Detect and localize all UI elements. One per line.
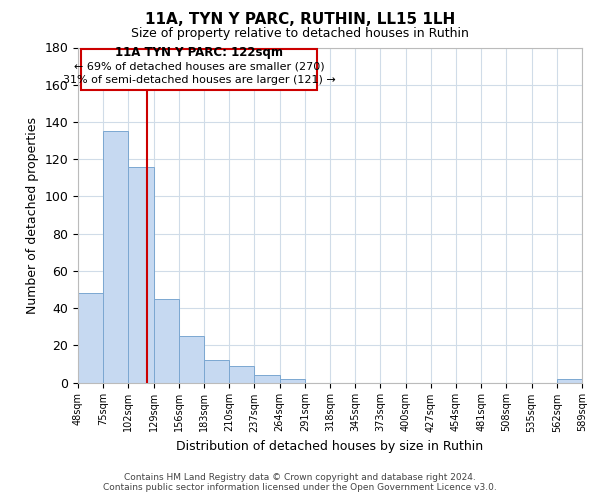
- Bar: [254, 375, 280, 382]
- X-axis label: Distribution of detached houses by size in Ruthin: Distribution of detached houses by size …: [176, 440, 484, 453]
- Text: 11A TYN Y PARC: 122sqm: 11A TYN Y PARC: 122sqm: [115, 46, 283, 59]
- Bar: [128, 166, 154, 382]
- Bar: [229, 366, 254, 382]
- Bar: [204, 360, 229, 382]
- Text: 31% of semi-detached houses are larger (121) →: 31% of semi-detached houses are larger (…: [62, 75, 335, 85]
- Bar: [557, 379, 582, 382]
- Y-axis label: Number of detached properties: Number of detached properties: [26, 116, 39, 314]
- FancyBboxPatch shape: [80, 50, 317, 90]
- Bar: [280, 379, 305, 382]
- Bar: [78, 293, 103, 382]
- Text: ← 69% of detached houses are smaller (270): ← 69% of detached houses are smaller (27…: [74, 61, 324, 71]
- Bar: [179, 336, 204, 382]
- Bar: [154, 298, 179, 382]
- Bar: [103, 131, 128, 382]
- Text: Size of property relative to detached houses in Ruthin: Size of property relative to detached ho…: [131, 28, 469, 40]
- Text: 11A, TYN Y PARC, RUTHIN, LL15 1LH: 11A, TYN Y PARC, RUTHIN, LL15 1LH: [145, 12, 455, 28]
- Text: Contains HM Land Registry data © Crown copyright and database right 2024.
Contai: Contains HM Land Registry data © Crown c…: [103, 473, 497, 492]
